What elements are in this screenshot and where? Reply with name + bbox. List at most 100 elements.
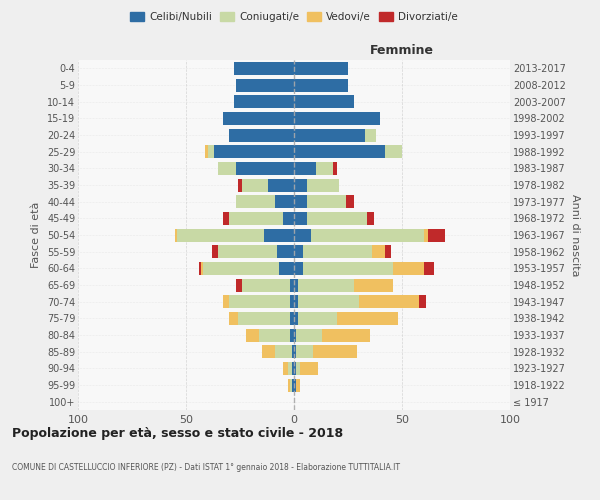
Bar bbox=[268, 178, 294, 192]
Bar bbox=[311, 228, 424, 241]
Text: Popolazione per età, sesso e stato civile - 2018: Popolazione per età, sesso e stato civil… bbox=[12, 428, 343, 440]
Bar bbox=[238, 178, 242, 192]
Bar bbox=[296, 345, 313, 358]
Bar bbox=[307, 178, 340, 192]
Bar bbox=[294, 195, 307, 208]
Bar bbox=[290, 328, 294, 342]
Bar bbox=[287, 362, 292, 375]
Bar bbox=[302, 245, 372, 258]
Bar bbox=[218, 162, 236, 175]
Bar bbox=[236, 278, 242, 291]
Bar bbox=[199, 262, 201, 275]
Bar bbox=[302, 262, 394, 275]
Bar bbox=[298, 312, 337, 325]
Bar bbox=[277, 245, 294, 258]
Bar bbox=[294, 328, 296, 342]
Bar bbox=[223, 112, 294, 125]
Bar bbox=[424, 262, 434, 275]
Bar bbox=[294, 345, 296, 358]
Bar bbox=[208, 145, 214, 158]
Bar bbox=[419, 295, 426, 308]
Y-axis label: Anni di nascita: Anni di nascita bbox=[569, 194, 580, 276]
Bar bbox=[385, 245, 391, 258]
Bar bbox=[236, 78, 294, 92]
Bar bbox=[294, 78, 348, 92]
Bar bbox=[294, 295, 298, 308]
Bar bbox=[294, 312, 298, 325]
Bar bbox=[367, 212, 374, 225]
Bar bbox=[292, 362, 294, 375]
Bar bbox=[292, 378, 294, 392]
Bar bbox=[212, 245, 218, 258]
Bar bbox=[294, 145, 385, 158]
Y-axis label: Fasce di età: Fasce di età bbox=[31, 202, 41, 268]
Bar bbox=[301, 362, 318, 375]
Bar bbox=[201, 262, 203, 275]
Bar bbox=[259, 328, 290, 342]
Bar bbox=[316, 162, 333, 175]
Bar bbox=[394, 262, 424, 275]
Bar bbox=[236, 162, 294, 175]
Bar bbox=[218, 245, 277, 258]
Bar bbox=[290, 312, 294, 325]
Bar bbox=[428, 228, 445, 241]
Bar bbox=[294, 378, 296, 392]
Bar bbox=[178, 228, 264, 241]
Bar bbox=[385, 145, 402, 158]
Bar bbox=[307, 212, 367, 225]
Bar bbox=[247, 328, 259, 342]
Bar bbox=[307, 195, 346, 208]
Bar bbox=[290, 378, 292, 392]
Bar bbox=[203, 262, 279, 275]
Bar bbox=[229, 128, 294, 141]
Bar bbox=[242, 178, 268, 192]
Bar bbox=[205, 145, 208, 158]
Bar bbox=[296, 378, 301, 392]
Bar bbox=[294, 95, 355, 108]
Bar bbox=[287, 378, 290, 392]
Bar bbox=[294, 62, 348, 75]
Bar bbox=[294, 278, 298, 291]
Bar bbox=[294, 262, 302, 275]
Bar bbox=[298, 295, 359, 308]
Bar bbox=[283, 362, 287, 375]
Bar bbox=[333, 162, 337, 175]
Bar bbox=[294, 112, 380, 125]
Bar bbox=[296, 362, 301, 375]
Bar bbox=[275, 195, 294, 208]
Bar bbox=[372, 245, 385, 258]
Bar bbox=[294, 245, 302, 258]
Bar bbox=[275, 345, 292, 358]
Bar bbox=[294, 212, 307, 225]
Bar bbox=[242, 278, 290, 291]
Bar bbox=[424, 228, 428, 241]
Bar bbox=[322, 328, 370, 342]
Bar bbox=[223, 212, 229, 225]
Bar bbox=[223, 295, 229, 308]
Bar bbox=[238, 312, 290, 325]
Bar bbox=[283, 212, 294, 225]
Bar bbox=[262, 345, 275, 358]
Bar bbox=[294, 162, 316, 175]
Bar bbox=[236, 195, 275, 208]
Bar bbox=[264, 228, 294, 241]
Text: COMUNE DI CASTELLUCCIO INFERIORE (PZ) - Dati ISTAT 1° gennaio 2018 - Elaborazion: COMUNE DI CASTELLUCCIO INFERIORE (PZ) - … bbox=[12, 462, 400, 471]
Bar bbox=[294, 362, 296, 375]
Bar bbox=[296, 328, 322, 342]
Bar bbox=[233, 95, 294, 108]
Bar bbox=[229, 212, 283, 225]
Bar bbox=[229, 295, 290, 308]
Bar bbox=[279, 262, 294, 275]
Bar bbox=[313, 345, 356, 358]
Bar bbox=[359, 295, 419, 308]
Bar bbox=[346, 195, 355, 208]
Bar bbox=[233, 62, 294, 75]
Bar bbox=[294, 228, 311, 241]
Bar bbox=[355, 278, 394, 291]
Bar bbox=[337, 312, 398, 325]
Legend: Celibi/Nubili, Coniugati/e, Vedovi/e, Divorziati/e: Celibi/Nubili, Coniugati/e, Vedovi/e, Di… bbox=[126, 8, 462, 26]
Bar bbox=[229, 312, 238, 325]
Bar bbox=[175, 228, 178, 241]
Bar bbox=[214, 145, 294, 158]
Bar bbox=[292, 345, 294, 358]
